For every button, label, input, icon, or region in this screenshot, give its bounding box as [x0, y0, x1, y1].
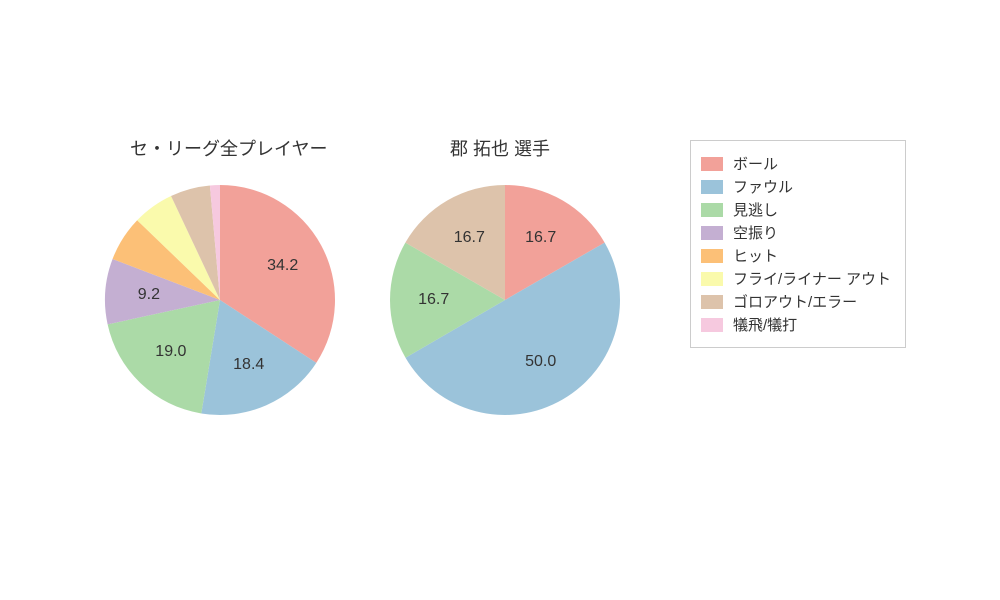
pie-title-player: 郡 拓也 選手: [450, 135, 550, 161]
pie-label-player-look: 16.7: [418, 291, 449, 309]
legend-label-ball: ボール: [733, 153, 778, 174]
legend-label-look: 見逃し: [733, 199, 778, 220]
legend-item-foul: ファウル: [701, 176, 891, 197]
legend: ボールファウル見逃し空振りヒットフライ/ライナー アウトゴロアウト/エラー犠飛/…: [690, 140, 906, 348]
legend-swatch-fly: [701, 272, 723, 286]
legend-swatch-ground: [701, 295, 723, 309]
legend-label-sac: 犠飛/犠打: [733, 314, 797, 335]
pie-label-league-look: 19.0: [155, 343, 186, 361]
legend-label-fly: フライ/ライナー アウト: [733, 268, 891, 289]
legend-label-swing: 空振り: [733, 222, 778, 243]
legend-item-ground: ゴロアウト/エラー: [701, 291, 891, 312]
legend-item-swing: 空振り: [701, 222, 891, 243]
pie-title-league: セ・リーグ全プレイヤー: [130, 135, 327, 161]
legend-label-ground: ゴロアウト/エラー: [733, 291, 857, 312]
pie-label-league-ball: 34.2: [267, 257, 298, 275]
legend-item-ball: ボール: [701, 153, 891, 174]
pie-label-player-ground: 16.7: [454, 229, 485, 247]
pie-label-player-ball: 16.7: [525, 229, 556, 247]
legend-swatch-sac: [701, 318, 723, 332]
legend-item-look: 見逃し: [701, 199, 891, 220]
legend-swatch-ball: [701, 157, 723, 171]
pie-label-player-foul: 50.0: [525, 353, 556, 371]
legend-swatch-swing: [701, 226, 723, 240]
legend-item-sac: 犠飛/犠打: [701, 314, 891, 335]
chart-canvas: セ・リーグ全プレイヤー 34.2 18.4 19.0 9.2 郡 拓也 選手 16.7 50.…: [0, 0, 1000, 600]
pie-label-league-swing: 9.2: [138, 286, 160, 304]
legend-swatch-hit: [701, 249, 723, 263]
pie-label-league-foul: 18.4: [233, 356, 264, 374]
legend-item-hit: ヒット: [701, 245, 891, 266]
legend-item-fly: フライ/ライナー アウト: [701, 268, 891, 289]
legend-label-hit: ヒット: [733, 245, 778, 266]
legend-label-foul: ファウル: [733, 176, 793, 197]
legend-swatch-foul: [701, 180, 723, 194]
legend-swatch-look: [701, 203, 723, 217]
